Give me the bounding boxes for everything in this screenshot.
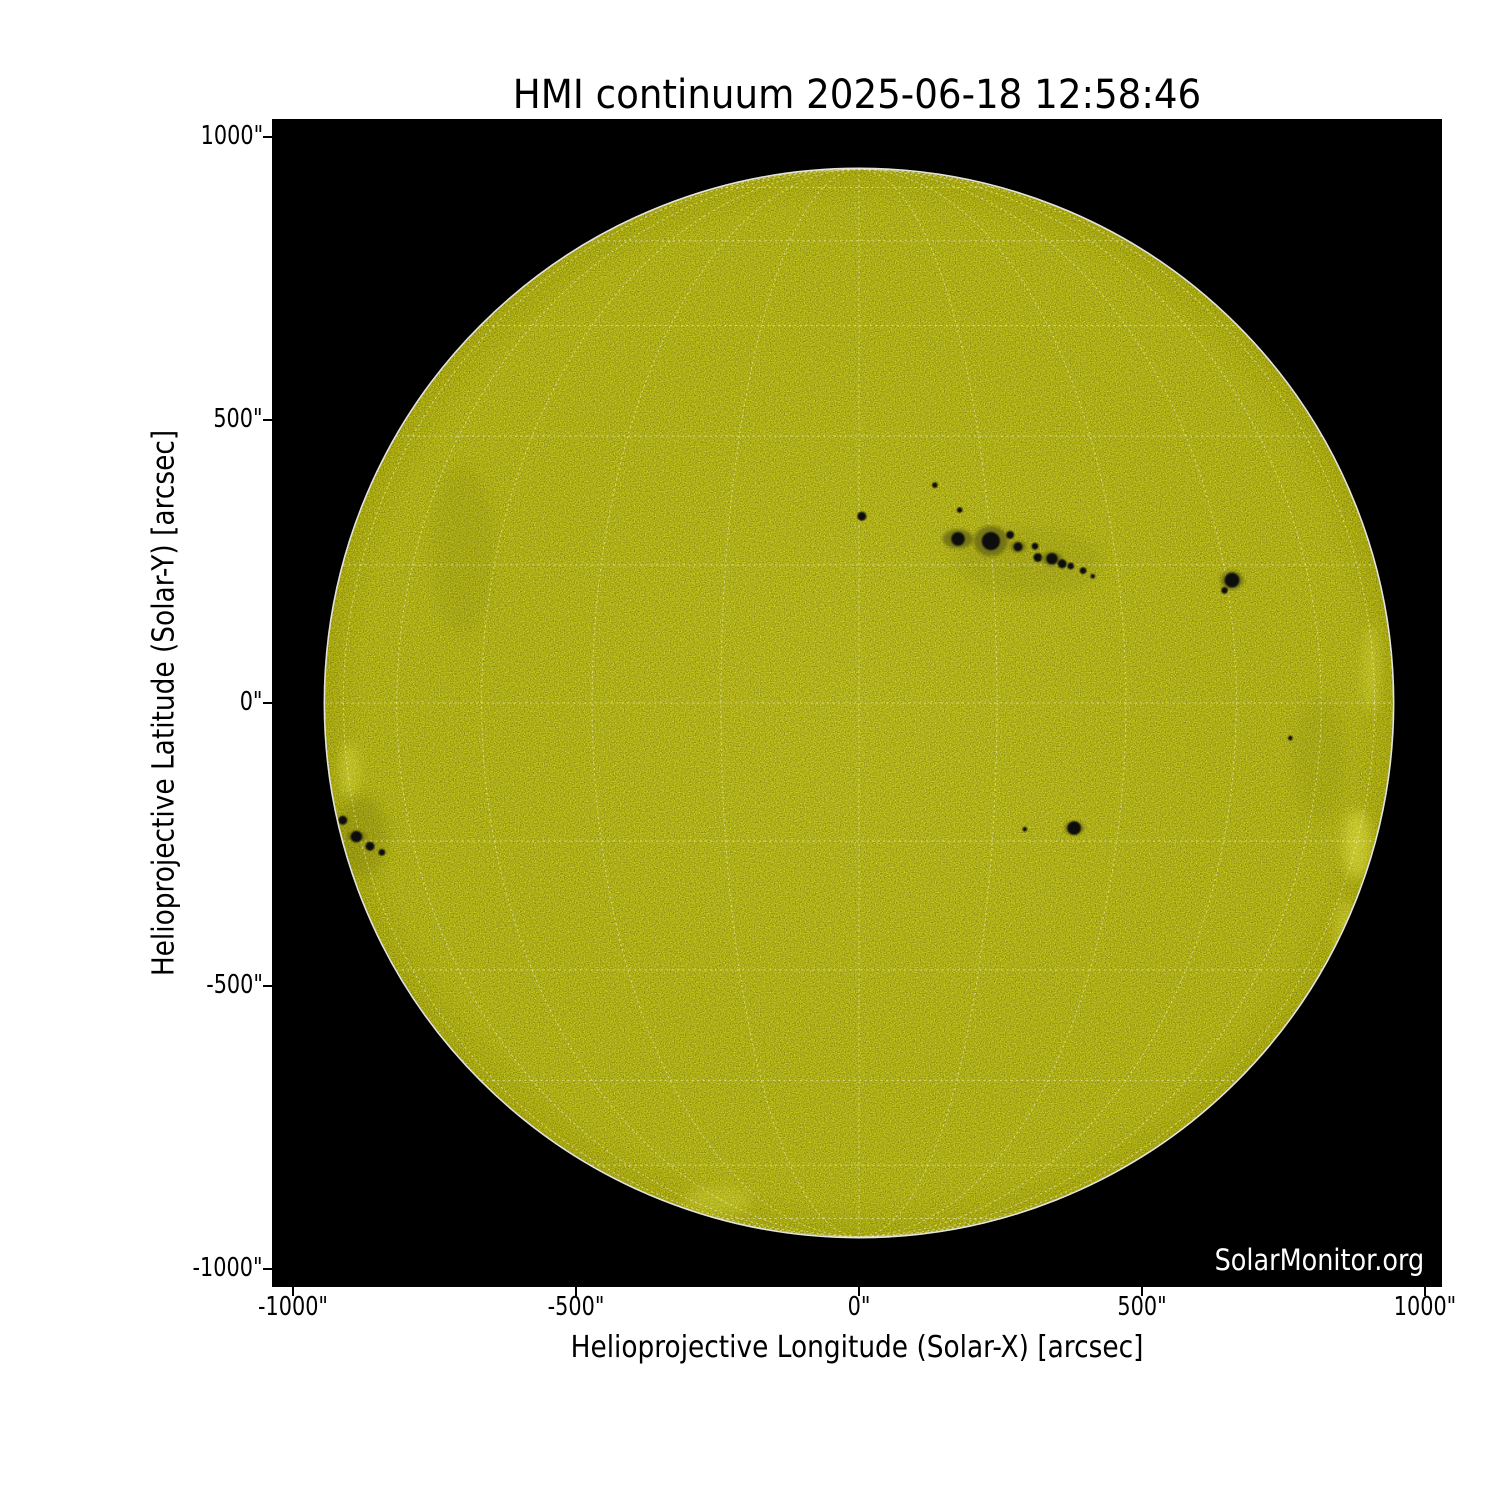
y-tick-label: 0" — [240, 687, 263, 718]
limb-rim — [323, 167, 1395, 1239]
page-title: HMI continuum 2025-06-18 12:58:46 — [487, 72, 1227, 118]
sunspot-umbra — [1067, 821, 1081, 835]
x-axis-label: Helioprojective Longitude (Solar-X) [arc… — [570, 1330, 1144, 1365]
sunspot-umbra — [365, 841, 375, 851]
sunspot-umbra — [1031, 542, 1039, 550]
x-tick-label: 0" — [847, 1292, 871, 1322]
x-tick-mark — [858, 1287, 860, 1296]
faculae-group — [339, 623, 1380, 1216]
x-tick-label: -500" — [547, 1292, 605, 1322]
sunspot-umbra — [857, 511, 867, 521]
sunspot-umbra — [378, 849, 386, 856]
x-tick-mark — [292, 1287, 294, 1296]
y-tick-mark — [263, 419, 272, 421]
sunspot-umbra — [1033, 553, 1043, 562]
sunspot-umbra — [1013, 542, 1023, 552]
sunspot-umbra — [956, 507, 963, 513]
sunspot-umbra — [951, 532, 965, 546]
y-tick-mark — [263, 985, 272, 987]
sunspot-umbra — [932, 482, 938, 488]
sunspot-umbra — [350, 830, 363, 843]
sunspot-umbra — [1022, 826, 1028, 832]
x-tick-mark — [1141, 1287, 1143, 1296]
x-tick-label: 1000" — [1393, 1292, 1457, 1322]
sunspot-umbra — [1090, 573, 1096, 579]
heliographic-grid — [325, 169, 1393, 1237]
sunspot-umbra — [1067, 562, 1075, 570]
y-tick-mark — [263, 136, 272, 138]
y-tick-label: -500" — [206, 970, 263, 1001]
solar-disk-image — [272, 119, 1442, 1287]
y-axis-label: Helioprojective Latitude (Solar-Y) [arcs… — [146, 429, 182, 977]
bright-region — [1343, 810, 1372, 879]
sunspot-umbra — [1221, 587, 1228, 594]
sunspot-umbra — [1288, 735, 1293, 741]
watermark: SolarMonitor.org — [1186, 1243, 1424, 1277]
y-tick-label: 500" — [213, 404, 263, 435]
sunspot-umbra — [1224, 572, 1240, 588]
y-tick-label: 1000" — [200, 121, 263, 152]
y-tick-mark — [263, 1268, 272, 1270]
sunspot-umbra — [1046, 553, 1058, 565]
bright-region — [683, 1187, 752, 1216]
x-tick-mark — [575, 1287, 577, 1296]
dark-region — [1294, 697, 1346, 822]
sunspots-group — [338, 482, 1293, 856]
sunspot-umbra — [338, 815, 348, 825]
dark-region — [431, 465, 494, 636]
x-tick-mark — [1424, 1287, 1426, 1296]
watermark-text: SolarMonitor.org — [1214, 1243, 1424, 1277]
sunspot-umbra — [1006, 530, 1015, 539]
plot-area: SolarMonitor.org — [272, 119, 1442, 1287]
chart-title-text: HMI continuum 2025-06-18 12:58:46 — [512, 72, 1202, 118]
sunspot-umbra — [1079, 567, 1087, 574]
x-tick-label: -1000" — [257, 1292, 329, 1322]
bright-region — [1362, 623, 1380, 715]
sunspot-umbra — [981, 532, 1001, 551]
sunspot-umbra — [1057, 559, 1067, 569]
y-tick-label: -1000" — [192, 1253, 263, 1284]
bright-region — [339, 742, 360, 800]
y-tick-mark — [263, 702, 272, 704]
x-tick-label: 500" — [1117, 1292, 1167, 1322]
